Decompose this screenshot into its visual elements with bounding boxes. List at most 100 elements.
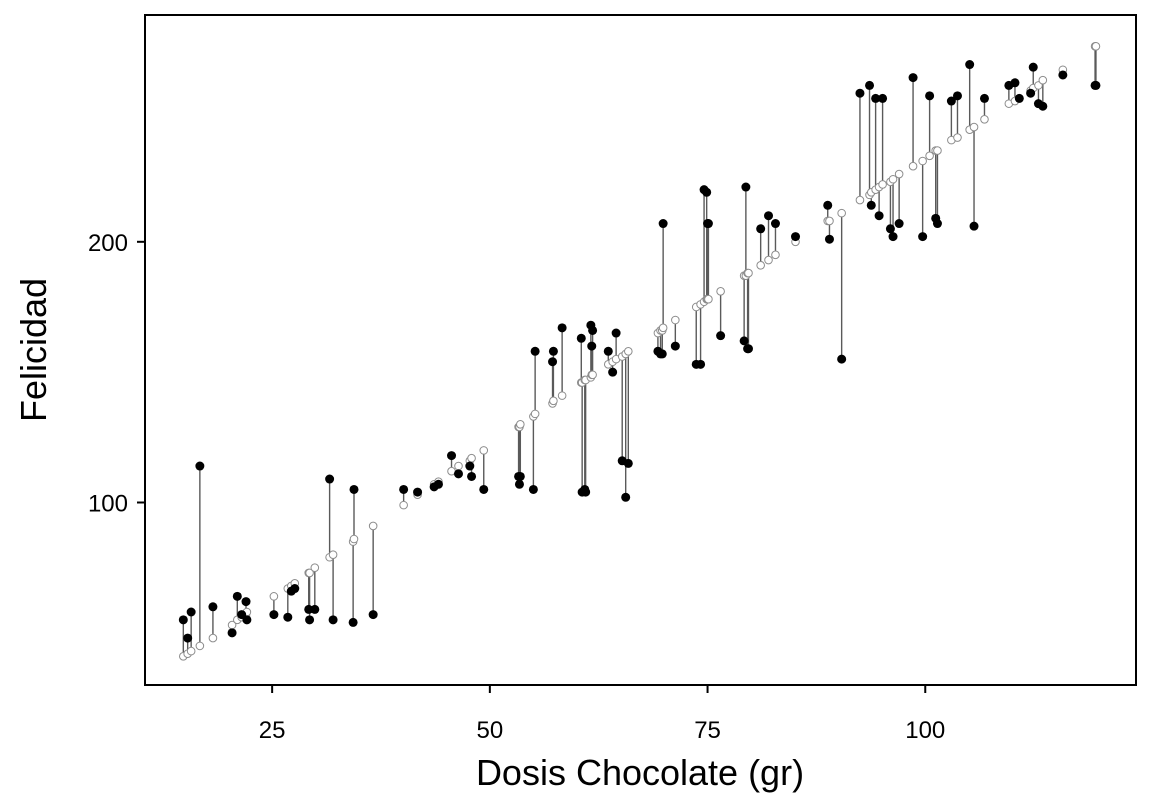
observed-point (195, 461, 205, 471)
observed-point (743, 344, 753, 354)
observed-point (557, 323, 567, 333)
fitted-point (933, 146, 942, 155)
observed-point (515, 471, 525, 481)
observed-point (969, 221, 979, 231)
x-tick-label: 50 (476, 717, 503, 744)
observed-point (608, 367, 618, 377)
observed-point (756, 224, 766, 234)
observed-point (368, 610, 378, 620)
observed-point (208, 602, 218, 612)
fitted-point (744, 268, 753, 278)
observed-point (603, 346, 613, 356)
observed-point (925, 91, 935, 101)
observed-point (791, 232, 801, 242)
fitted-point (549, 396, 558, 406)
observed-point (824, 234, 834, 244)
observed-point (530, 346, 540, 356)
observed-point (770, 219, 780, 229)
observed-point (514, 479, 524, 489)
y-tick-label: 100 (88, 491, 128, 518)
fitted-point (953, 133, 962, 142)
observed-point (269, 610, 279, 620)
observed-point (946, 96, 956, 106)
fitted-point (908, 161, 918, 171)
observed-point (453, 469, 463, 479)
fitted-point (878, 180, 887, 189)
chart-marks (178, 41, 1101, 661)
observed-point (588, 325, 598, 335)
observed-point (242, 615, 252, 625)
fitted-point (368, 521, 378, 531)
observed-point (348, 617, 358, 627)
observed-point (658, 219, 668, 229)
fitted-point (195, 641, 205, 651)
fitted-point (349, 534, 359, 544)
observed-point (447, 451, 457, 461)
fitted-point (837, 208, 846, 218)
observed-point (413, 487, 423, 497)
observed-point (349, 484, 359, 494)
fitted-point (454, 461, 463, 471)
observed-point (855, 88, 865, 98)
fitted-point (467, 453, 476, 463)
x-tick-label: 100 (905, 717, 945, 744)
observed-point (290, 584, 300, 594)
observed-point (965, 60, 975, 70)
fitted-point (557, 391, 567, 400)
observed-point (871, 93, 881, 103)
observed-point (433, 479, 443, 489)
fitted-point (479, 446, 489, 455)
fitted-point (588, 370, 597, 380)
fitted-point (888, 174, 898, 184)
observed-point (528, 484, 538, 494)
observed-point (310, 604, 320, 614)
observed-point (1010, 78, 1020, 88)
fitted-point (894, 169, 904, 179)
fitted-point (658, 323, 668, 333)
observed-point (866, 200, 876, 210)
fitted-point (704, 294, 713, 304)
fitted-point (980, 114, 989, 124)
observed-point (623, 458, 633, 468)
observed-point (467, 471, 477, 481)
fitted-point (756, 260, 765, 270)
observed-point (823, 200, 833, 210)
observed-point (702, 187, 712, 197)
x-tick-label: 25 (259, 717, 286, 744)
observed-point (621, 492, 631, 502)
fitted-point (716, 287, 725, 296)
observed-point (1014, 93, 1024, 103)
observed-point (894, 219, 904, 229)
observed-point (952, 91, 962, 101)
fitted-point (328, 550, 338, 559)
observed-point (178, 615, 188, 625)
fitted-point (825, 216, 834, 226)
observed-point (874, 211, 884, 221)
fitted-point (186, 646, 196, 656)
observed-point (764, 211, 774, 221)
fitted-point (530, 409, 540, 419)
observed-point (1058, 70, 1068, 80)
observed-point (581, 487, 591, 497)
fitted-point (1091, 41, 1101, 51)
fitted-point (624, 347, 633, 356)
fitted-point (1038, 75, 1048, 85)
observed-point (878, 93, 888, 103)
observed-point (479, 484, 489, 494)
fitted-point (208, 633, 218, 643)
observed-point (670, 341, 680, 351)
observed-point (548, 346, 558, 356)
fitted-point (918, 156, 927, 166)
observed-point (328, 615, 338, 625)
fitted-point (399, 500, 408, 510)
observed-point (227, 628, 237, 638)
observed-point (1091, 80, 1101, 90)
observed-point (576, 333, 586, 343)
observed-point (837, 354, 847, 364)
y-tick-label: 200 (88, 230, 128, 257)
observed-point (908, 73, 918, 83)
fitted-point (771, 250, 780, 260)
fitted-point (516, 419, 525, 429)
observed-point (399, 484, 409, 494)
